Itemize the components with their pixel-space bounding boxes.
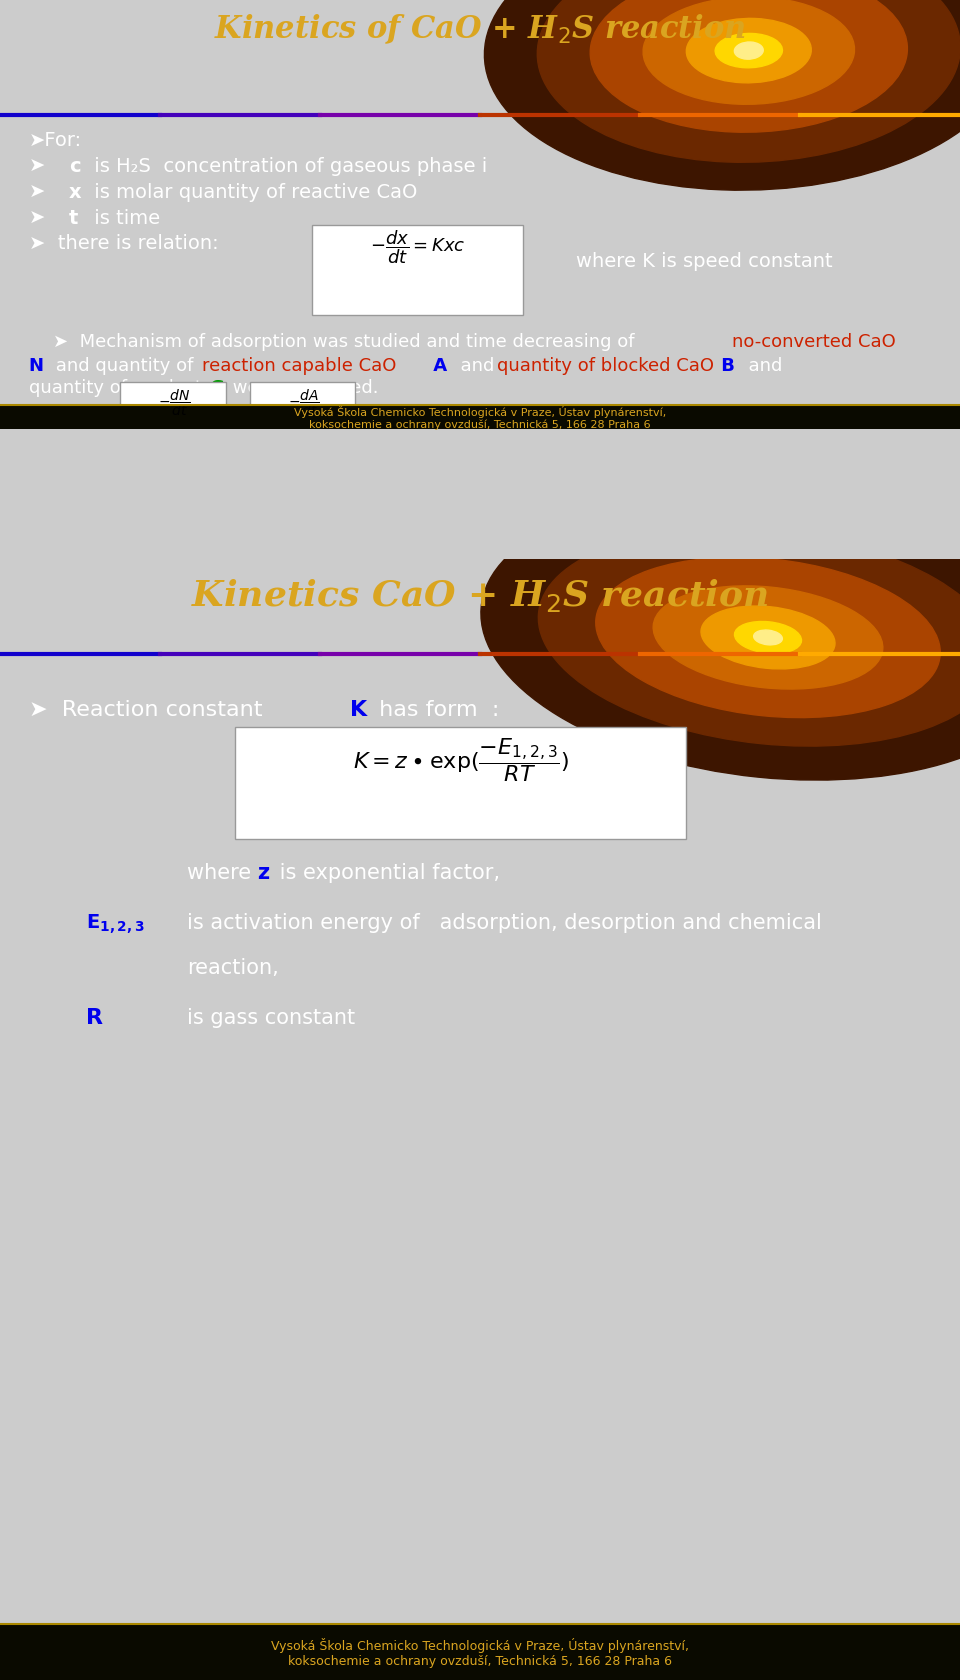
- Text: $\mathbf{E_{1,2,3}}$: $\mathbf{E_{1,2,3}}$: [86, 912, 145, 936]
- Text: ➤  Mechanism of adsorption was studied and time decreasing of: ➤ Mechanism of adsorption was studied an…: [53, 333, 640, 351]
- Ellipse shape: [715, 34, 782, 69]
- Text: A: A: [427, 356, 447, 375]
- Ellipse shape: [653, 586, 883, 690]
- Text: x: x: [69, 183, 82, 202]
- Text: Kinetics of CaO + H$_2$S reaction: Kinetics of CaO + H$_2$S reaction: [214, 13, 746, 47]
- Text: is exponential factor,: is exponential factor,: [273, 862, 499, 882]
- FancyBboxPatch shape: [0, 1625, 960, 1680]
- Text: ➤  Reaction constant: ➤ Reaction constant: [29, 699, 270, 719]
- Text: and: and: [449, 356, 506, 375]
- Ellipse shape: [596, 558, 940, 717]
- Ellipse shape: [481, 496, 960, 781]
- Text: c: c: [69, 156, 81, 176]
- FancyBboxPatch shape: [0, 407, 960, 430]
- Text: where: where: [187, 862, 258, 882]
- Text: has form  :: has form :: [372, 699, 500, 719]
- FancyBboxPatch shape: [120, 383, 226, 423]
- Text: R: R: [86, 1008, 104, 1028]
- Ellipse shape: [485, 0, 960, 192]
- Text: ➤: ➤: [29, 183, 45, 202]
- Text: were measured.: were measured.: [227, 380, 378, 396]
- Text: is H₂S  concentration of gaseous phase i: is H₂S concentration of gaseous phase i: [88, 156, 488, 176]
- Text: is time: is time: [88, 208, 160, 227]
- Ellipse shape: [686, 20, 811, 84]
- Text: z: z: [257, 862, 270, 882]
- Text: is gass constant: is gass constant: [187, 1008, 355, 1028]
- Text: ➤  there is relation:: ➤ there is relation:: [29, 234, 219, 254]
- Text: Kinetics CaO + H$_2$S reaction: Kinetics CaO + H$_2$S reaction: [191, 576, 769, 613]
- Text: B: B: [715, 356, 735, 375]
- Text: no-converted CaO: no-converted CaO: [732, 333, 896, 351]
- Text: t: t: [69, 208, 79, 227]
- Ellipse shape: [539, 529, 960, 746]
- Ellipse shape: [590, 0, 907, 133]
- Text: Vysoká Škola Chemicko Technologická v Praze, Ústav plynárenství,
koksochemie a o: Vysoká Škola Chemicko Technologická v Pr…: [271, 1636, 689, 1667]
- Text: is molar quantity of reactive CaO: is molar quantity of reactive CaO: [88, 183, 418, 202]
- Text: reaction capable CaO: reaction capable CaO: [202, 356, 396, 375]
- Text: $-\dfrac{dx}{dt} = Kxc$: $-\dfrac{dx}{dt} = Kxc$: [370, 228, 466, 265]
- Text: quantity of blocked CaO: quantity of blocked CaO: [497, 356, 714, 375]
- Text: ➤For:: ➤For:: [29, 131, 82, 150]
- Ellipse shape: [538, 0, 960, 163]
- FancyBboxPatch shape: [250, 383, 355, 423]
- Ellipse shape: [701, 606, 835, 670]
- Text: N: N: [29, 356, 44, 375]
- Text: Vysoká Škola Chemicko Technologická v Praze, Ústav plynárenství,
koksochemie a o: Vysoká Škola Chemicko Technologická v Pr…: [294, 405, 666, 430]
- FancyBboxPatch shape: [235, 727, 686, 840]
- Text: $K = z \bullet \exp(\dfrac{-E_{1,2,3}}{RT})$: $K = z \bullet \exp(\dfrac{-E_{1,2,3}}{R…: [352, 736, 569, 783]
- Text: quantity of product: quantity of product: [29, 380, 207, 396]
- Text: where K is speed constant: where K is speed constant: [576, 252, 832, 270]
- Text: K: K: [350, 699, 368, 719]
- Text: and: and: [737, 356, 782, 375]
- Text: is activation energy of   adsorption, desorption and chemical: is activation energy of adsorption, deso…: [187, 912, 822, 932]
- Text: $-\dfrac{dA}{dt}$: $-\dfrac{dA}{dt}$: [288, 388, 321, 418]
- Text: ➤: ➤: [29, 208, 45, 227]
- Ellipse shape: [754, 630, 782, 645]
- Ellipse shape: [643, 0, 854, 106]
- Text: reaction,: reaction,: [187, 958, 279, 978]
- Ellipse shape: [734, 622, 802, 654]
- Ellipse shape: [734, 44, 763, 60]
- Text: and quantity of: and quantity of: [50, 356, 199, 375]
- FancyBboxPatch shape: [312, 225, 523, 316]
- Text: G: G: [209, 380, 224, 396]
- Text: ➤: ➤: [29, 156, 45, 176]
- Text: $-\dfrac{dN}{dt}$: $-\dfrac{dN}{dt}$: [158, 388, 191, 418]
